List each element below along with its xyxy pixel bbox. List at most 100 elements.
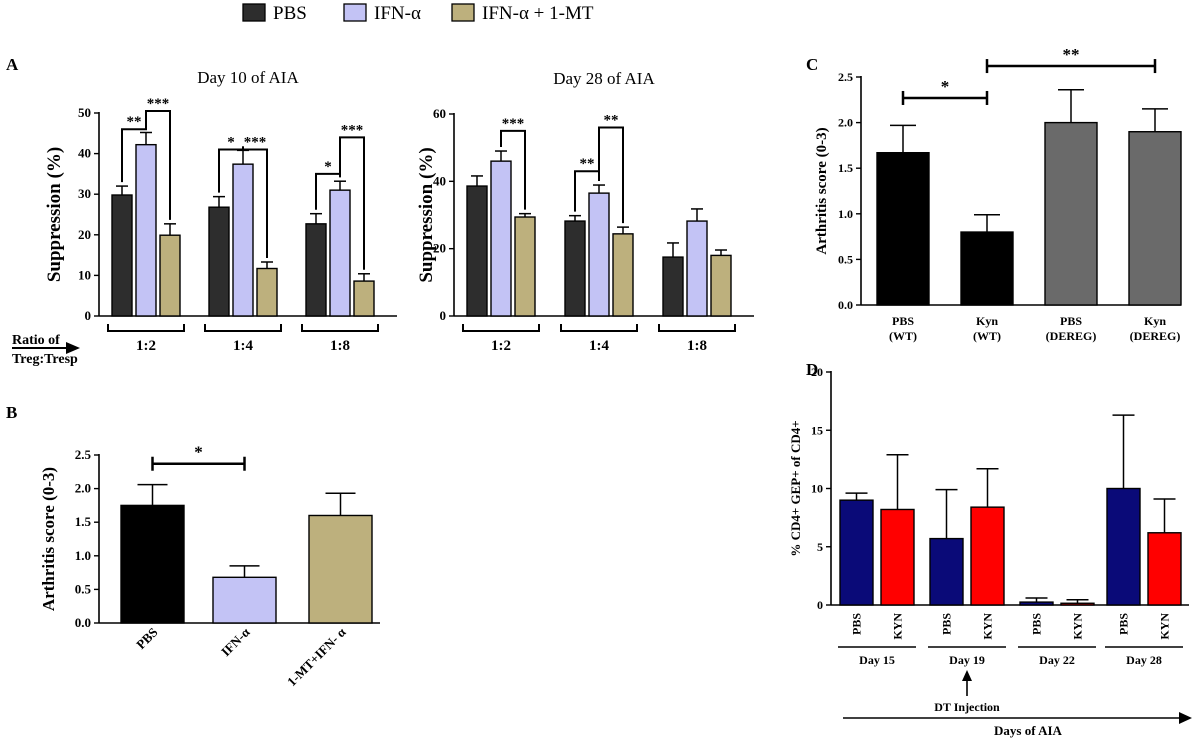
significance-label: *** [244,135,267,151]
x-tick-label: 1-MT+IFN- α [284,624,349,689]
group-bracket [462,324,540,332]
bar [839,499,874,606]
ratio-label-line2: Treg:Tresp [12,352,78,367]
x-tick-label: KYN [1158,613,1172,640]
significance-label: * [194,443,203,462]
panel-label-b: B [6,403,17,422]
x-tick-label: Kyn [976,314,998,328]
bar [564,220,586,317]
y-axis-label: Suppression (%) [44,147,65,282]
x-tick-label: Kyn [1144,314,1166,328]
significance-label: ** [580,156,595,172]
ratio-annotation: Ratio of Treg:Tresp [12,333,80,367]
legend-swatch-0 [242,3,266,22]
legend-label-0: PBS [273,3,307,24]
significance-bracket [598,126,624,224]
bar [120,504,185,624]
y-tick-label: 1.5 [838,161,853,175]
y-tick-label: 30 [78,186,91,201]
y-axis-label: Suppression (%) [416,147,437,282]
y-tick-label: 20 [433,241,446,256]
group-bracket [658,324,736,332]
significance-label: * [941,77,950,96]
x-tick-label: KYN [891,613,905,640]
significance-bracket [500,129,526,210]
y-tick-label: 0 [440,308,447,323]
group-bracket [560,324,638,332]
x-tick-label: (DEREG) [1130,329,1181,343]
ratio-label-line1: Ratio of [12,333,60,348]
significance-label: *** [147,96,170,112]
significance-label: *** [341,122,364,138]
bar [880,508,915,606]
y-tick-label: 0.0 [75,615,91,630]
y-tick-label: 60 [433,106,446,121]
y-tick-label: 5 [817,540,823,554]
bar [135,143,157,317]
y-tick-label: 50 [78,105,91,120]
group-bracket [204,324,282,332]
bar [111,194,133,317]
significance-label: *** [502,116,525,132]
significance-bracket [145,109,171,220]
bar [308,514,373,624]
y-tick-label: 15 [811,423,823,437]
ratio-arrow-head [66,342,80,354]
x-tick-label: PBS [1117,613,1131,635]
group-bracket [301,324,379,332]
panel-label-d: D [806,360,818,379]
y-tick-label: 0.0 [838,298,853,312]
bar [1019,601,1054,606]
group-label: 1:8 [330,338,350,354]
y-tick-label: 2.0 [838,116,853,130]
group-label: 1:2 [491,338,511,354]
x-tick-label: PBS [892,314,914,328]
annotation-label: DT Injection [934,700,1000,714]
x-tick-label: PBS [1030,613,1044,635]
bar [232,163,254,317]
bar [208,206,230,317]
group-label: Day 28 [1126,653,1162,667]
y-tick-label: 0.5 [75,581,92,596]
chart-a-day10: 0 10 20 30 40 50 Suppression (%) Day 10 of AIA 1… [44,68,397,354]
bar [353,280,375,317]
group-bracket [107,324,185,332]
panel-label-c: C [806,55,818,74]
x-tick-label: PBS [850,613,864,635]
bar [612,233,634,317]
x-axis-label: Days of AIA [994,723,1063,738]
bar [490,160,512,317]
y-tick-label: 1.0 [838,207,853,221]
significance-label: ** [604,112,619,128]
x-tick-label: (DEREG) [1046,329,1097,343]
y-tick-label: 10 [811,482,823,496]
chart-c: 0.0 0.5 1.0 1.5 2.0 2.5 Arthritis score (0-3) P… [814,45,1182,343]
chart-d: 0 5 10 15 20 % CD4+ GEP+ of CD4+ PBS KYN Day 15 P… [788,365,1192,738]
x-tick-label: PBS [1060,314,1082,328]
y-tick-label: 1.0 [75,548,91,563]
bar [466,185,488,317]
y-tick-label: 2.5 [75,447,92,462]
bar [1044,121,1098,306]
y-tick-label: 0 [817,598,823,612]
y-axis-label: Arthritis score (0-3) [814,127,830,254]
chart-title: Day 10 of AIA [197,68,299,87]
x-tick-label: KYN [981,613,995,640]
bar [588,192,610,317]
group-label: Day 22 [1039,653,1075,667]
y-axis-label: % CD4+ GEP+ of CD4+ [788,420,803,556]
bar [686,220,708,317]
x-tick-label: KYN [1071,613,1085,640]
legend-swatch-2 [451,3,475,22]
significance-bracket [339,136,365,270]
bar [329,189,351,317]
legend-swatch-1 [343,3,367,22]
bar [159,234,181,317]
chart-title: Day 28 of AIA [553,69,655,88]
y-tick-label: 2.0 [75,481,91,496]
y-tick-label: 20 [811,365,823,379]
legend: PBS IFN-α IFN-α + 1-MT [242,3,594,24]
group-label: 1:4 [233,338,253,354]
significance-bracket [121,128,147,183]
significance-label: ** [1063,45,1080,64]
